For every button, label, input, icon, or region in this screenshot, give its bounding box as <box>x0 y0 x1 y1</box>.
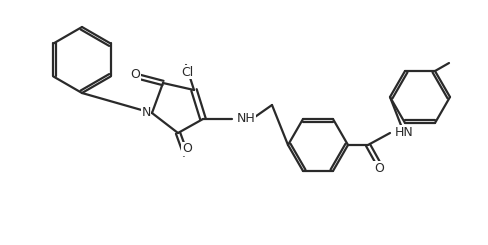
Text: O: O <box>374 161 384 174</box>
Text: Cl: Cl <box>181 65 193 78</box>
Text: O: O <box>130 69 140 82</box>
Text: N: N <box>142 106 151 119</box>
Text: O: O <box>182 143 192 156</box>
Text: NH: NH <box>237 111 256 124</box>
Text: HN: HN <box>395 125 414 138</box>
